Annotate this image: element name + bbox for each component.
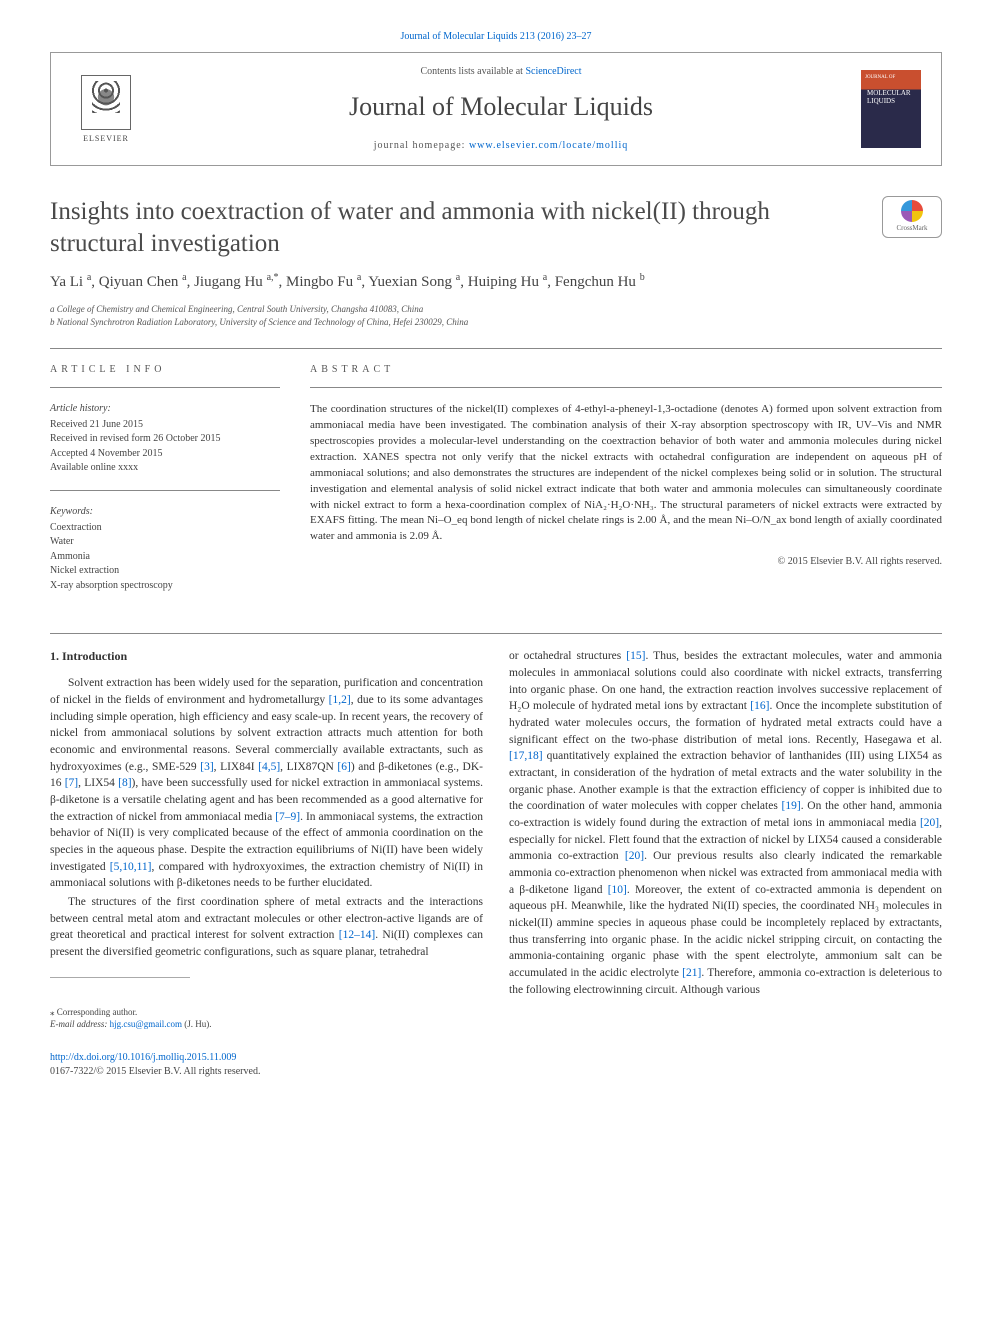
keyword-4: X-ray absorption spectroscopy xyxy=(50,579,280,594)
elsevier-label: ELSEVIER xyxy=(83,133,129,144)
received-line: Received 21 June 2015 xyxy=(50,418,280,433)
ref-20[interactable]: [20] xyxy=(920,817,939,829)
homepage-link[interactable]: www.elsevier.com/locate/molliq xyxy=(469,140,628,151)
divider-bottom xyxy=(50,633,942,634)
affiliations: a College of Chemistry and Chemical Engi… xyxy=(50,303,942,330)
journal-homepage: journal homepage: www.elsevier.com/locat… xyxy=(141,139,861,153)
author-list: Ya Li a, Qiyuan Chen a, Jiugang Hu a,*, … xyxy=(50,271,942,293)
cover-title: MOLECULAR LIQUIDS xyxy=(867,89,921,106)
ref-19[interactable]: [19] xyxy=(782,800,801,812)
ref-1-2[interactable]: [1,2] xyxy=(329,694,351,706)
info-abstract-row: article info Article history: Received 2… xyxy=(50,363,942,608)
sciencedirect-link[interactable]: ScienceDirect xyxy=(525,66,581,77)
history-block: Article history: Received 21 June 2015 R… xyxy=(50,402,280,476)
email-label: E-mail address: xyxy=(50,1019,110,1029)
intro-para-1: Solvent extraction has been widely used … xyxy=(50,675,483,892)
keyword-0: Coextraction xyxy=(50,521,280,536)
abstract-copyright: © 2015 Elsevier B.V. All rights reserved… xyxy=(310,555,942,569)
keyword-3: Nickel extraction xyxy=(50,564,280,579)
info-divider-2 xyxy=(50,490,280,491)
doi-link[interactable]: http://dx.doi.org/10.1016/j.molliq.2015.… xyxy=(50,1052,236,1063)
body-col-left: 1. Introduction Solvent extraction has b… xyxy=(50,648,483,1078)
homepage-prefix: journal homepage: xyxy=(374,140,469,151)
abstract-text: The coordination structures of the nicke… xyxy=(310,402,942,545)
title-row: Insights into coextraction of water and … xyxy=(50,196,942,259)
keywords-label: Keywords: xyxy=(50,505,280,519)
article-info: article info Article history: Received 2… xyxy=(50,363,280,608)
abstract-divider xyxy=(310,387,942,388)
abstract-heading: abstract xyxy=(310,363,942,377)
journal-cover-thumbnail: JOURNAL OF MOLECULAR LIQUIDS xyxy=(861,70,921,148)
email-line: E-mail address: hjg.csu@gmail.com (J. Hu… xyxy=(50,1018,483,1031)
intro-para-2: The structures of the first coordination… xyxy=(50,894,483,961)
ref-20b[interactable]: [20] xyxy=(625,850,644,862)
accepted-line: Accepted 4 November 2015 xyxy=(50,447,280,462)
article-info-heading: article info xyxy=(50,363,280,377)
intro-heading: 1. Introduction xyxy=(50,648,483,665)
ref-8[interactable]: [8] xyxy=(118,777,131,789)
abstract-column: abstract The coordination structures of … xyxy=(310,363,942,608)
ref-3[interactable]: [3] xyxy=(200,761,213,773)
ref-10[interactable]: [10] xyxy=(608,884,627,896)
header-center: Contents lists available at ScienceDirec… xyxy=(141,65,861,153)
ref-16[interactable]: [16] xyxy=(750,700,769,712)
crossmark-icon xyxy=(901,200,923,222)
ref-15[interactable]: [15] xyxy=(626,650,645,662)
ref-6[interactable]: [6] xyxy=(337,761,350,773)
footnote-separator xyxy=(50,977,190,978)
journal-ref-anchor[interactable]: Journal of Molecular Liquids 213 (2016) … xyxy=(400,31,591,42)
ref-5-10-11[interactable]: [5,10,11] xyxy=(110,861,152,873)
history-label: Article history: xyxy=(50,402,280,416)
cover-label: JOURNAL OF xyxy=(865,74,895,81)
doi-line: http://dx.doi.org/10.1016/j.molliq.2015.… xyxy=(50,1051,483,1065)
body-columns: 1. Introduction Solvent extraction has b… xyxy=(50,648,942,1078)
crossmark-badge[interactable]: CrossMark xyxy=(882,196,942,238)
keywords-block: Keywords: Coextraction Water Ammonia Nic… xyxy=(50,505,280,594)
online-line: Available online xxxx xyxy=(50,461,280,476)
affiliation-a: a College of Chemistry and Chemical Engi… xyxy=(50,303,942,317)
ref-17-18[interactable]: [17,18] xyxy=(509,750,543,762)
affiliation-b: b National Synchrotron Radiation Laborat… xyxy=(50,316,942,330)
email-link[interactable]: hjg.csu@gmail.com xyxy=(110,1019,182,1029)
crossmark-label: CrossMark xyxy=(896,224,927,234)
elsevier-tree-icon xyxy=(81,75,131,130)
revised-line: Received in revised form 26 October 2015 xyxy=(50,432,280,447)
keyword-2: Ammonia xyxy=(50,550,280,565)
journal-name: Journal of Molecular Liquids xyxy=(141,89,861,125)
ref-7-9[interactable]: [7–9] xyxy=(275,811,300,823)
body-col-right: or octahedral structures [15]. Thus, bes… xyxy=(509,648,942,1078)
email-suffix: (J. Hu). xyxy=(182,1019,212,1029)
footnote-block: ⁎ Corresponding author. E-mail address: … xyxy=(50,1006,483,1031)
divider-top xyxy=(50,348,942,349)
journal-header: ELSEVIER Contents lists available at Sci… xyxy=(50,52,942,166)
intro-para-2-cont: or octahedral structures [15]. Thus, bes… xyxy=(509,648,942,998)
ref-4-5[interactable]: [4,5] xyxy=(258,761,280,773)
ref-21[interactable]: [21] xyxy=(682,967,701,979)
footer-copyright: 0167-7322/© 2015 Elsevier B.V. All right… xyxy=(50,1065,483,1079)
ref-12-14[interactable]: [12–14] xyxy=(339,929,375,941)
corresponding-author: ⁎ Corresponding author. xyxy=(50,1006,483,1019)
elsevier-logo: ELSEVIER xyxy=(71,69,141,149)
keyword-1: Water xyxy=(50,535,280,550)
journal-ref-link: Journal of Molecular Liquids 213 (2016) … xyxy=(50,30,942,44)
article-title: Insights into coextraction of water and … xyxy=(50,196,862,259)
contents-prefix: Contents lists available at xyxy=(420,66,525,77)
info-divider-1 xyxy=(50,387,280,388)
ref-7[interactable]: [7] xyxy=(65,777,78,789)
contents-line: Contents lists available at ScienceDirec… xyxy=(141,65,861,79)
